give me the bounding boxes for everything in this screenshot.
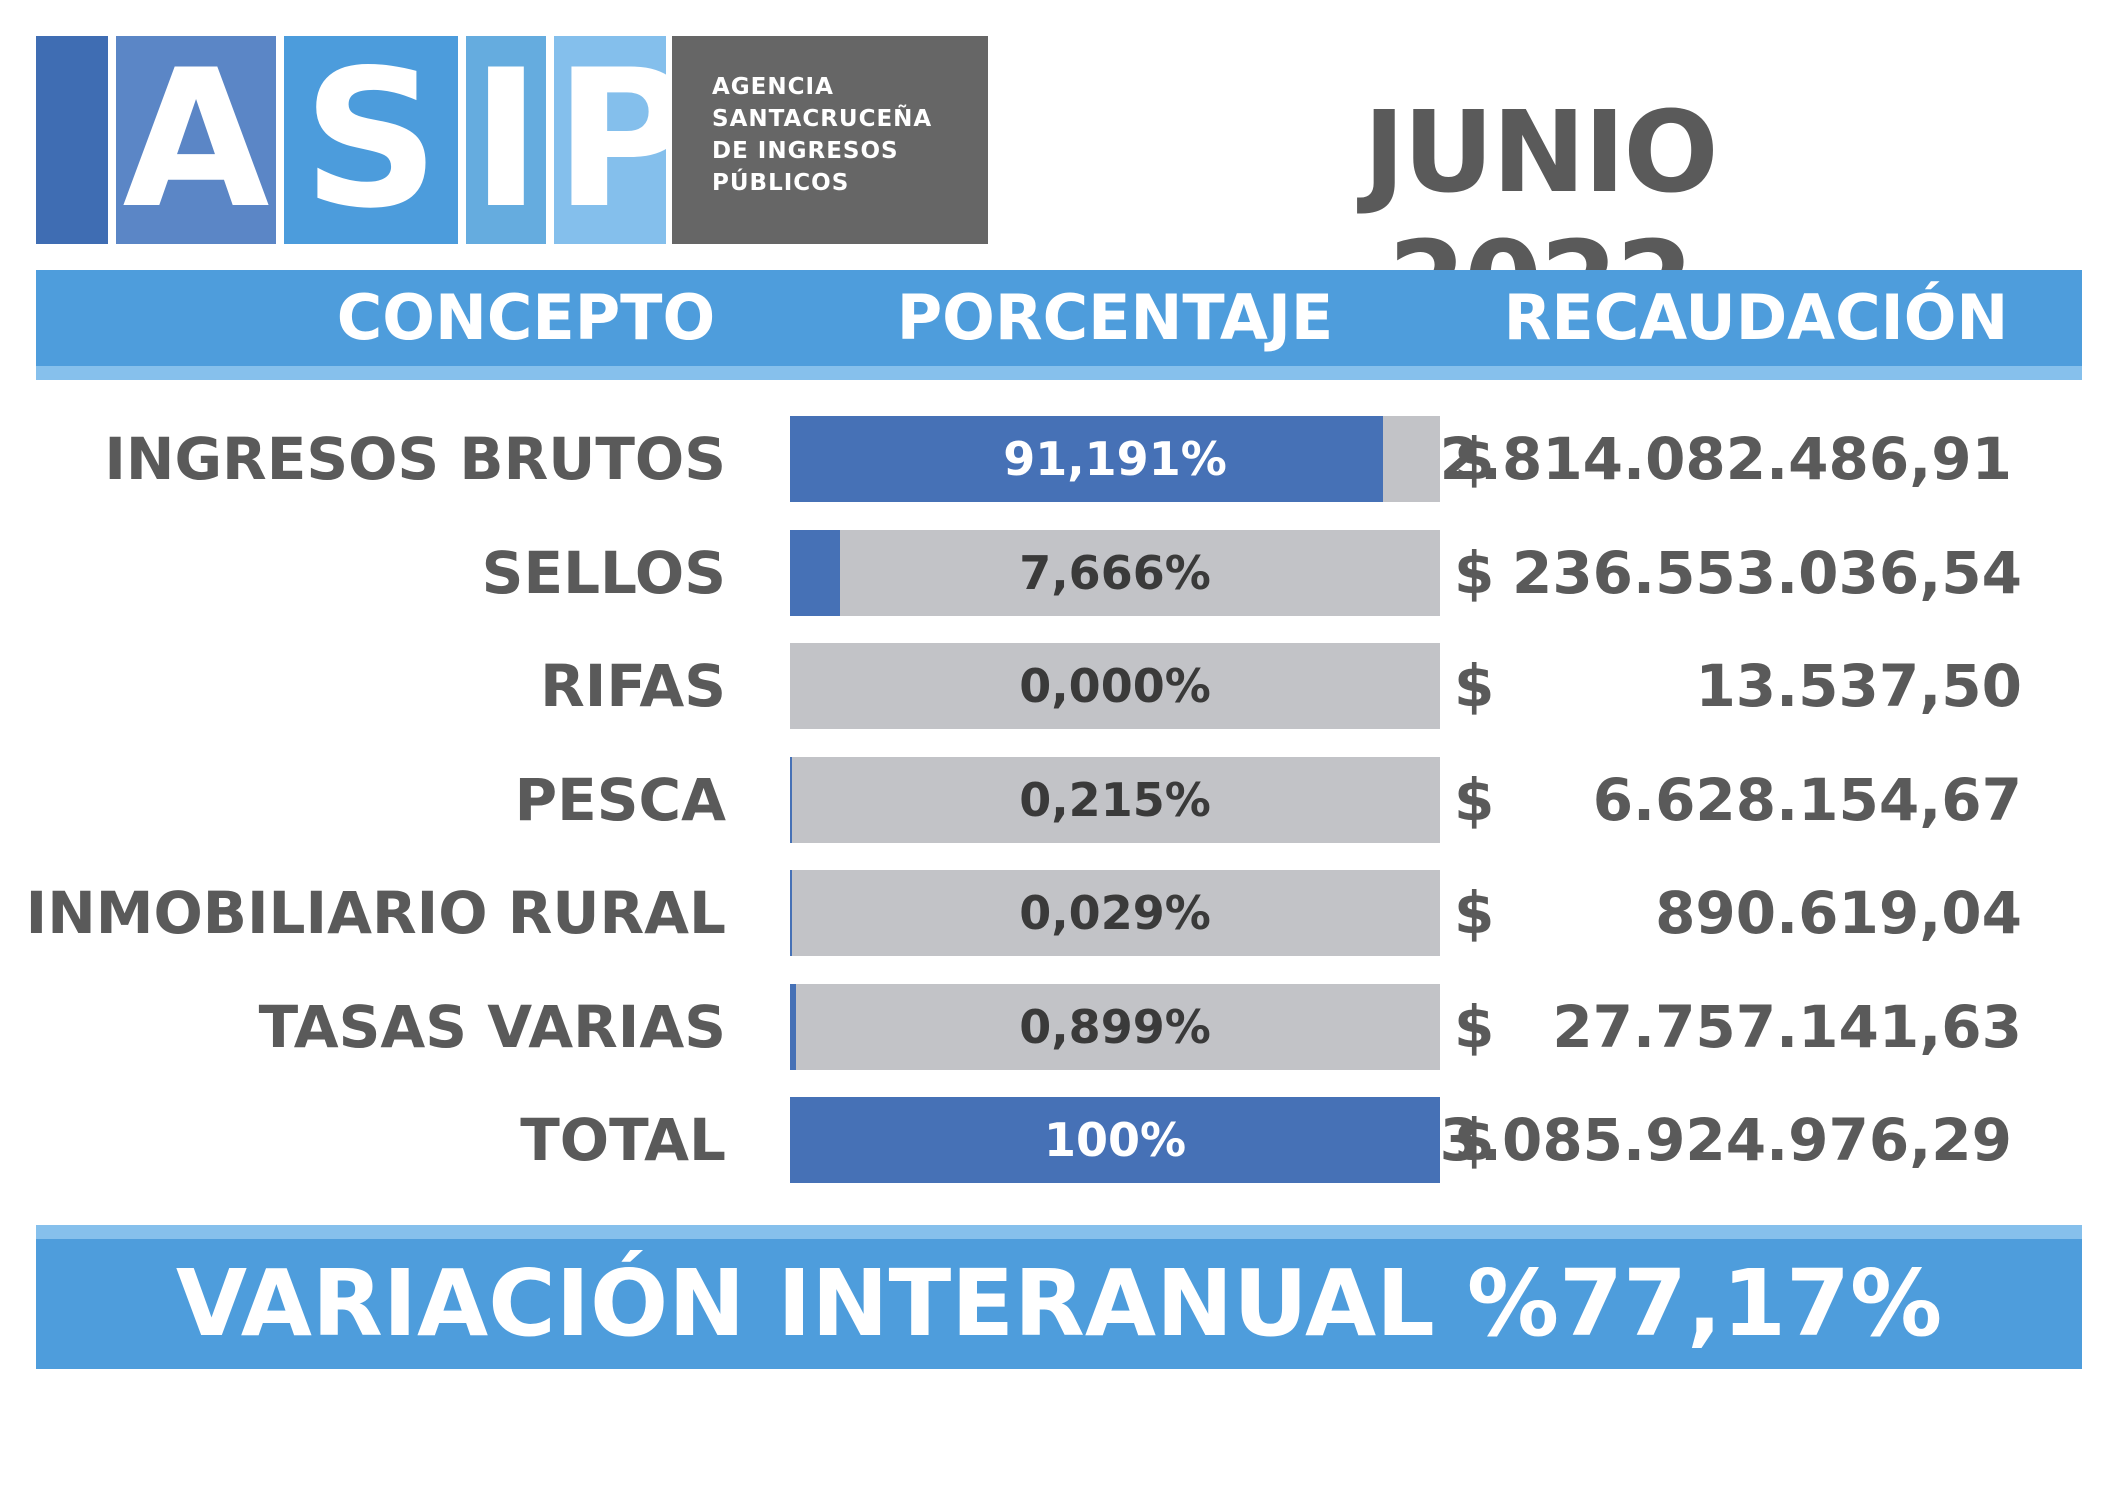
collection-amount: 890.619,04 xyxy=(1655,879,2022,947)
concept-label: INGRESOS BRUTOS xyxy=(104,425,726,493)
concept-label: SELLOS xyxy=(481,538,726,607)
percentage-bar xyxy=(790,529,840,616)
percentage-label: 91,191% xyxy=(1003,432,1227,486)
header-accent-strip xyxy=(36,366,2082,380)
table-row: TOTAL 100% $3.085.924.976,29 xyxy=(0,1097,2118,1183)
percentage-bar xyxy=(790,1097,1440,1183)
currency-symbol: $ xyxy=(1454,538,1495,607)
currency-symbol: $ xyxy=(1454,425,1495,493)
agency-line-2: SANTACRUCEÑA xyxy=(712,106,933,132)
logo-letter-i: I xyxy=(470,29,542,250)
table-row: RIFAS 0,000% $13.537,50 xyxy=(0,643,2118,729)
percentage-bar xyxy=(790,983,796,1070)
asip-logo: A S I P AGENCIA SANTACRUCEÑA DE INGRESOS… xyxy=(36,36,988,244)
table-row: INGRESOS BRUTOS 91,191% $2.814.082.486,91 xyxy=(0,416,2118,502)
footer-accent-strip xyxy=(36,1225,2082,1239)
percentage-bar-track: 100% xyxy=(790,1097,1440,1183)
percentage-bar xyxy=(790,756,792,843)
logo-block-s xyxy=(284,36,458,244)
concept-label: TOTAL xyxy=(520,1106,726,1174)
collection-amount: 3.085.924.976,29 xyxy=(1439,1106,2012,1174)
agency-line-4: PÚBLICOS xyxy=(712,170,850,196)
logo-stripe xyxy=(36,36,108,244)
percentage-label: 0,000% xyxy=(1019,659,1211,713)
concept-label: RIFAS xyxy=(540,652,726,720)
concept-label: TASAS VARIAS xyxy=(258,992,726,1061)
table-header: CONCEPTO PORCENTAJE RECAUDACIÓN xyxy=(36,270,2082,366)
collection-amount: 6.628.154,67 xyxy=(1592,765,2022,834)
table-row: PESCA 0,215% $6.628.154,67 xyxy=(0,756,2118,843)
interannual-variation: VARIACIÓN INTERANUAL %77,17% xyxy=(36,1239,2082,1369)
logo-block-a xyxy=(116,36,276,244)
agency-name-block: AGENCIA SANTACRUCEÑA DE INGRESOS PÚBLICO… xyxy=(672,36,988,244)
percentage-bar-track: 0,899% xyxy=(790,983,1440,1070)
logo-block-p xyxy=(554,36,666,244)
logo-letter-p: P xyxy=(554,29,694,250)
percentage-bar-track: 0,000% xyxy=(790,643,1440,729)
agency-line-1: AGENCIA xyxy=(712,74,834,100)
concept-label: PESCA xyxy=(514,765,726,834)
table-row: TASAS VARIAS 0,899% $27.757.141,63 xyxy=(0,983,2118,1070)
currency-symbol: $ xyxy=(1454,879,1495,947)
header-porcentaje: PORCENTAJE xyxy=(896,281,1334,354)
logo-block-i xyxy=(466,36,546,244)
logo-letter-s: S xyxy=(302,29,440,250)
percentage-label: 7,666% xyxy=(1019,545,1211,600)
header-recaudacion: RECAUDACIÓN xyxy=(1503,281,2009,354)
table-row: INMOBILIARIO RURAL 0,029% $890.619,04 xyxy=(0,870,2118,956)
percentage-bar-track: 7,666% xyxy=(790,529,1440,616)
percentage-label: 0,029% xyxy=(1019,886,1211,940)
collection-amount: 13.537,50 xyxy=(1695,652,2022,720)
percentage-label: 0,899% xyxy=(1019,999,1211,1054)
percentage-bar-track: 91,191% xyxy=(790,416,1440,502)
collection-amount: 236.553.036,54 xyxy=(1511,538,2022,607)
currency-symbol: $ xyxy=(1454,992,1495,1061)
header-concepto: CONCEPTO xyxy=(336,281,716,354)
currency-symbol: $ xyxy=(1454,1106,1495,1174)
percentage-bar xyxy=(790,416,1383,502)
collection-amount: 2.814.082.486,91 xyxy=(1439,425,2012,493)
currency-symbol: $ xyxy=(1454,765,1495,834)
collection-amount: 27.757.141,63 xyxy=(1552,992,2022,1061)
currency-symbol: $ xyxy=(1454,652,1495,720)
table-row: SELLOS 7,666% $236.553.036,54 xyxy=(0,529,2118,616)
percentage-bar xyxy=(790,870,792,956)
percentage-label: 100% xyxy=(1043,1113,1187,1167)
percentage-label: 0,215% xyxy=(1019,772,1211,827)
concept-label: INMOBILIARIO RURAL xyxy=(25,879,726,947)
agency-line-3: DE INGRESOS xyxy=(712,138,899,164)
percentage-bar-track: 0,215% xyxy=(790,756,1440,843)
percentage-bar-track: 0,029% xyxy=(790,870,1440,956)
logo-letter-a: A xyxy=(122,29,270,250)
